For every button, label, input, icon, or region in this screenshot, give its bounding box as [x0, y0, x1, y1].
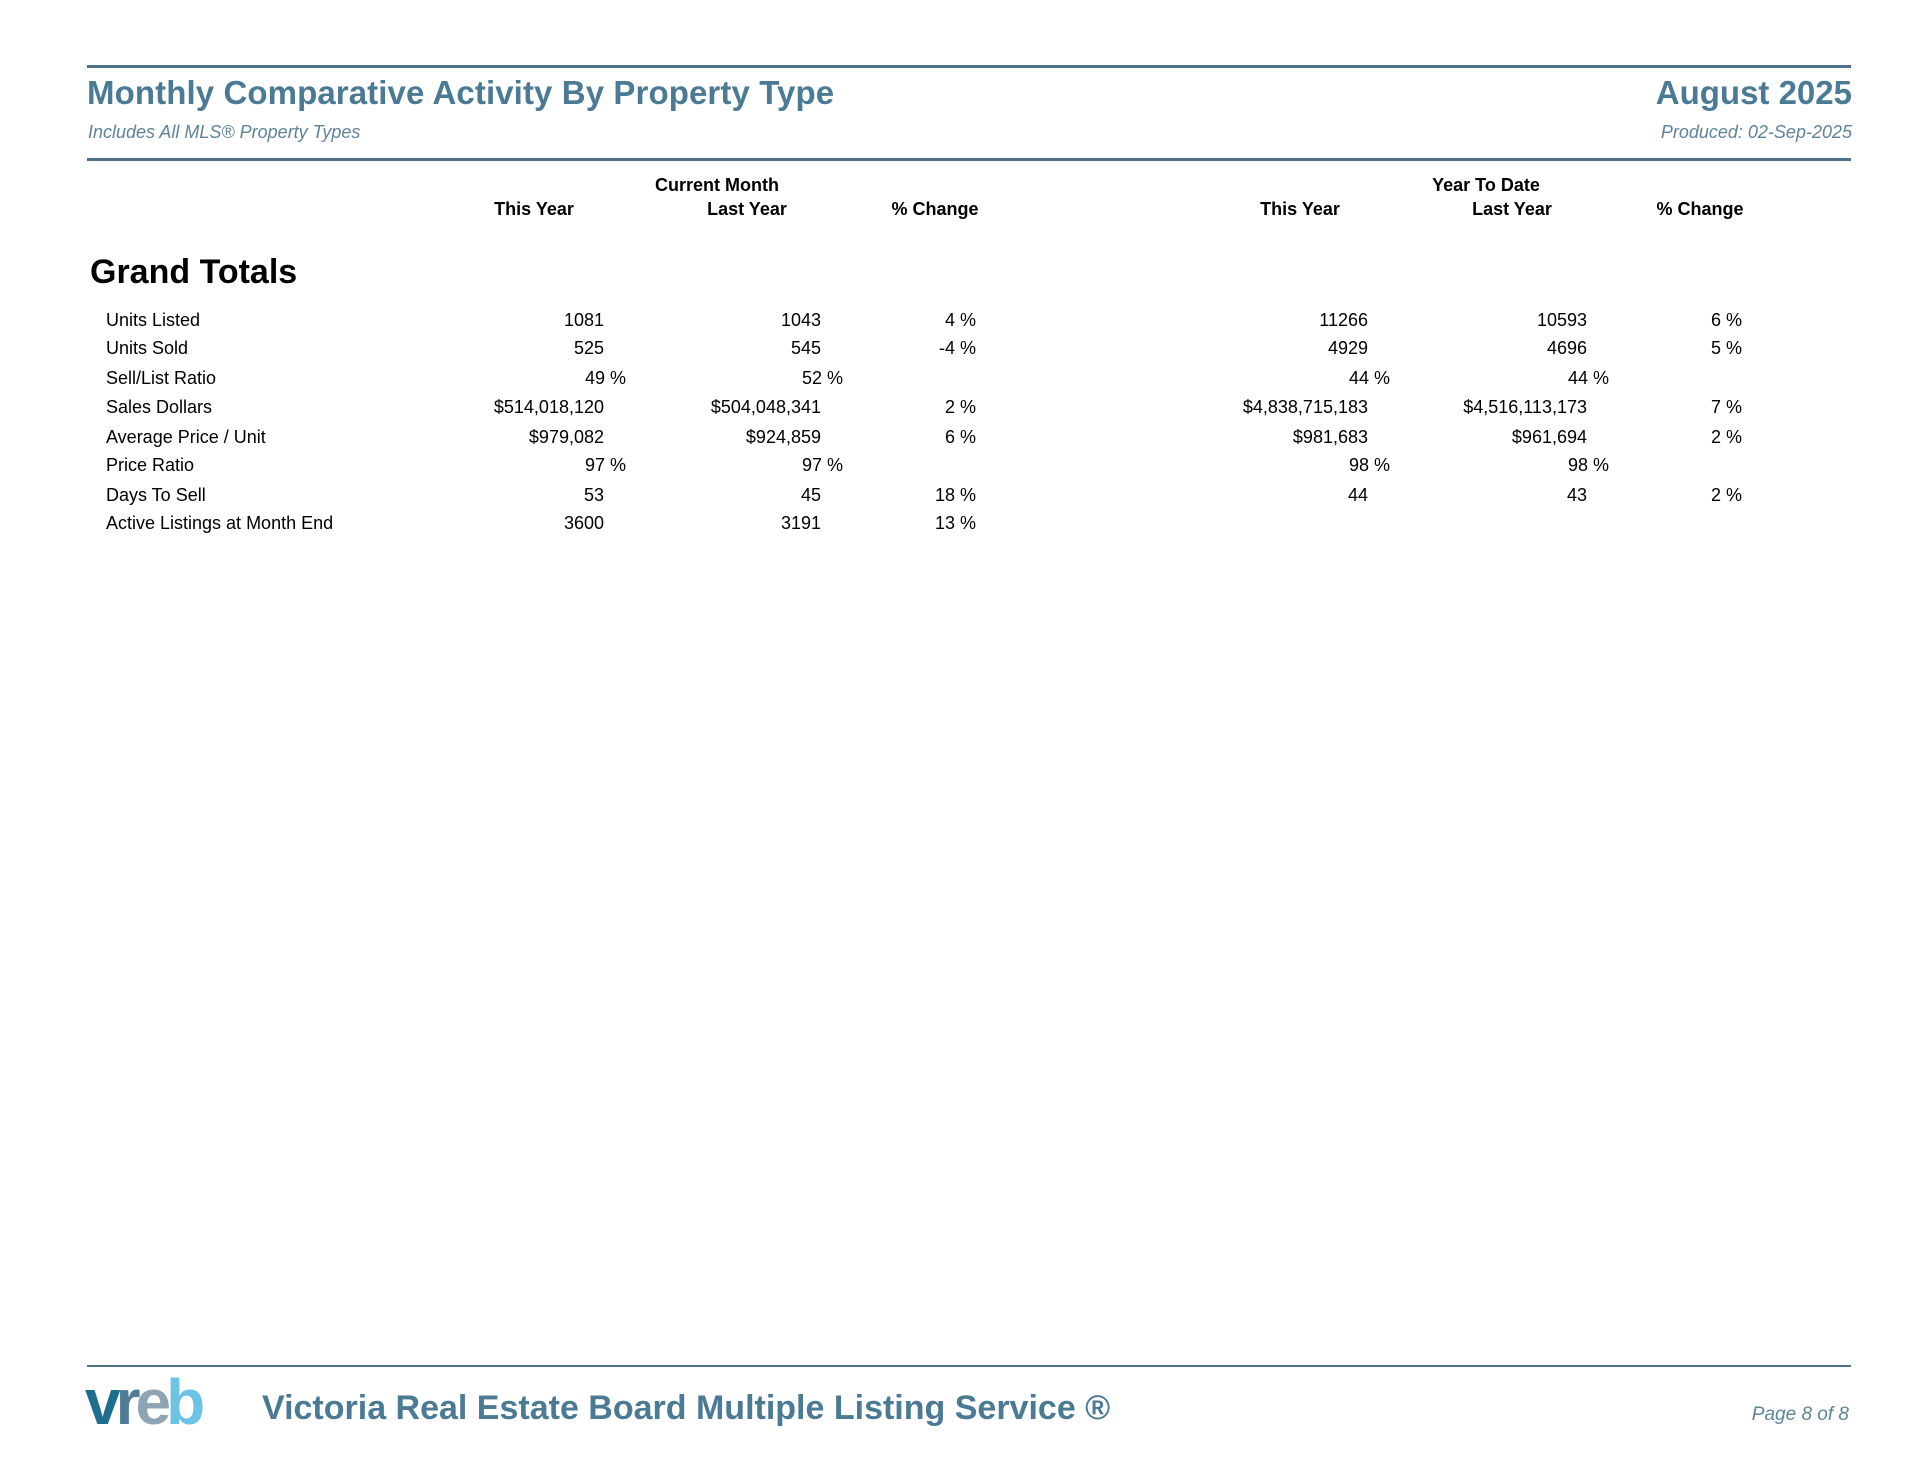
ytd-pct-change-cell: 2 % [1710, 485, 1742, 505]
table-row: Units Sold 525 545 -4 % 4929 4696 5 % [0, 338, 1920, 366]
cm-pct-change-cell: 6 % [944, 427, 976, 447]
table-row: Average Price / Unit $979,082 $924,859 6 % $… [0, 427, 1920, 455]
cm-pct-change-cell: 18 % [934, 485, 976, 505]
cm-pct-change-header: % Change [891, 199, 979, 219]
cm-last-year-cell: 45 [800, 485, 821, 505]
cm-last-year-cell: 545 [790, 338, 821, 358]
ytd-this-year-cell: 11266 [1319, 310, 1368, 330]
cm-this-year-cell: 525 [573, 338, 604, 358]
cm-last-year-cell: 1043 [780, 310, 821, 330]
page-number: Page 8 of 8 [1751, 1404, 1849, 1425]
row-label: Units Listed [106, 310, 201, 330]
ytd-last-year-cell: 44 % [1567, 368, 1609, 388]
section-title-grand-totals: Grand Totals [90, 253, 298, 291]
cm-this-year-cell: 49 % [584, 368, 626, 388]
cm-pct-change-cell: 2 % [944, 397, 976, 417]
cm-pct-change-cell: 4 % [944, 310, 976, 330]
cm-this-year-header: This Year [494, 199, 574, 219]
cm-last-year-cell: 3191 [780, 513, 821, 533]
row-label: Units Sold [106, 338, 189, 358]
footer-rule [87, 1365, 1851, 1367]
row-label: Active Listings at Month End [106, 513, 334, 533]
ytd-pct-change-cell: 7 % [1710, 397, 1742, 417]
report-subtitle: Includes All MLS® Property Types [88, 122, 361, 142]
table-row: Sales Dollars $514,018,120 $504,048,341 2 %… [0, 397, 1920, 425]
ytd-last-year-cell: 4696 [1546, 338, 1587, 358]
current-month-group-header: Current Month [655, 175, 779, 195]
cm-pct-change-cell: -4 % [938, 338, 976, 358]
ytd-this-year-cell: $4,838,715,183 [1242, 397, 1368, 417]
header-bottom-rule [87, 158, 1851, 161]
ytd-this-year-cell: 98 % [1348, 455, 1390, 475]
table-row: Units Listed 1081 1043 4 % 11266 10593 6 % [0, 310, 1920, 338]
cm-last-year-cell: 52 % [801, 368, 843, 388]
cm-last-year-header: Last Year [707, 199, 787, 219]
ytd-last-year-cell: $4,516,113,173 [1463, 397, 1587, 417]
svg-text:vreb: vreb [85, 1372, 203, 1430]
report-title: Monthly Comparative Activity By Property… [87, 74, 835, 111]
ytd-pct-change-cell: 2 % [1710, 427, 1742, 447]
row-label: Sell/List Ratio [106, 368, 217, 388]
cm-this-year-cell: 3600 [563, 513, 604, 533]
cm-this-year-cell: $514,018,120 [493, 397, 604, 417]
footer-organization: Victoria Real Estate Board Multiple List… [262, 1389, 1111, 1427]
vreb-logo: vreb [85, 1372, 208, 1430]
cm-this-year-cell: $979,082 [528, 427, 604, 447]
ytd-last-year-cell: $961,694 [1511, 427, 1587, 447]
logo-letter-e: e [136, 1372, 170, 1430]
ytd-this-year-cell: 4929 [1327, 338, 1368, 358]
row-label: Price Ratio [106, 455, 195, 475]
table-row: Days To Sell 53 45 18 % 44 43 2 % [0, 485, 1920, 513]
table-row: Active Listings at Month End 3600 3191 13 % [0, 513, 1920, 541]
ytd-pct-change-cell: 5 % [1710, 338, 1742, 358]
row-label: Sales Dollars [106, 397, 213, 417]
ytd-this-year-header: This Year [1260, 199, 1340, 219]
cm-last-year-cell: 97 % [801, 455, 843, 475]
produced-date: Produced: 02-Sep-2025 [1660, 122, 1852, 142]
ytd-pct-change-header: % Change [1656, 199, 1744, 219]
ytd-last-year-cell: 98 % [1567, 455, 1609, 475]
cm-this-year-cell: 1081 [563, 310, 604, 330]
ytd-this-year-cell: 44 [1347, 485, 1368, 505]
cm-this-year-cell: 53 [583, 485, 604, 505]
ytd-last-year-cell: 10593 [1536, 310, 1587, 330]
table-row: Sell/List Ratio 49 % 52 % 44 % 44 % [0, 368, 1920, 396]
ytd-this-year-cell: 44 % [1348, 368, 1390, 388]
row-label: Average Price / Unit [106, 427, 266, 447]
row-label: Days To Sell [106, 485, 206, 505]
table-row: Price Ratio 97 % 97 % 98 % 98 % [0, 455, 1920, 483]
ytd-pct-change-cell: 6 % [1710, 310, 1742, 330]
ytd-last-year-cell: 43 [1566, 485, 1587, 505]
ytd-last-year-header: Last Year [1472, 199, 1552, 219]
cm-this-year-cell: 97 % [584, 455, 626, 475]
report-period: August 2025 [1655, 74, 1852, 111]
cm-pct-change-cell: 13 % [934, 513, 976, 533]
header-top-rule [87, 65, 1851, 68]
ytd-this-year-cell: $981,683 [1292, 427, 1368, 447]
cm-last-year-cell: $504,048,341 [710, 397, 821, 417]
logo-letter-b: b [166, 1372, 203, 1430]
ytd-group-header: Year To Date [1432, 175, 1540, 195]
cm-last-year-cell: $924,859 [745, 427, 821, 447]
